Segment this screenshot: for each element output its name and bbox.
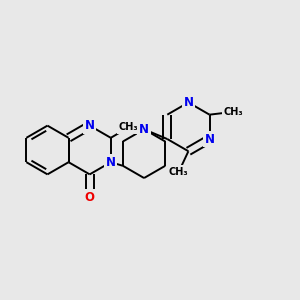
Text: N: N — [85, 119, 95, 132]
Text: CH₃: CH₃ — [224, 107, 244, 117]
Text: N: N — [139, 123, 149, 136]
Text: N: N — [205, 133, 214, 146]
Text: N: N — [106, 156, 116, 169]
Text: CH₃: CH₃ — [118, 122, 138, 132]
Text: N: N — [183, 96, 194, 109]
Text: O: O — [85, 191, 95, 204]
Text: CH₃: CH₃ — [169, 167, 188, 177]
